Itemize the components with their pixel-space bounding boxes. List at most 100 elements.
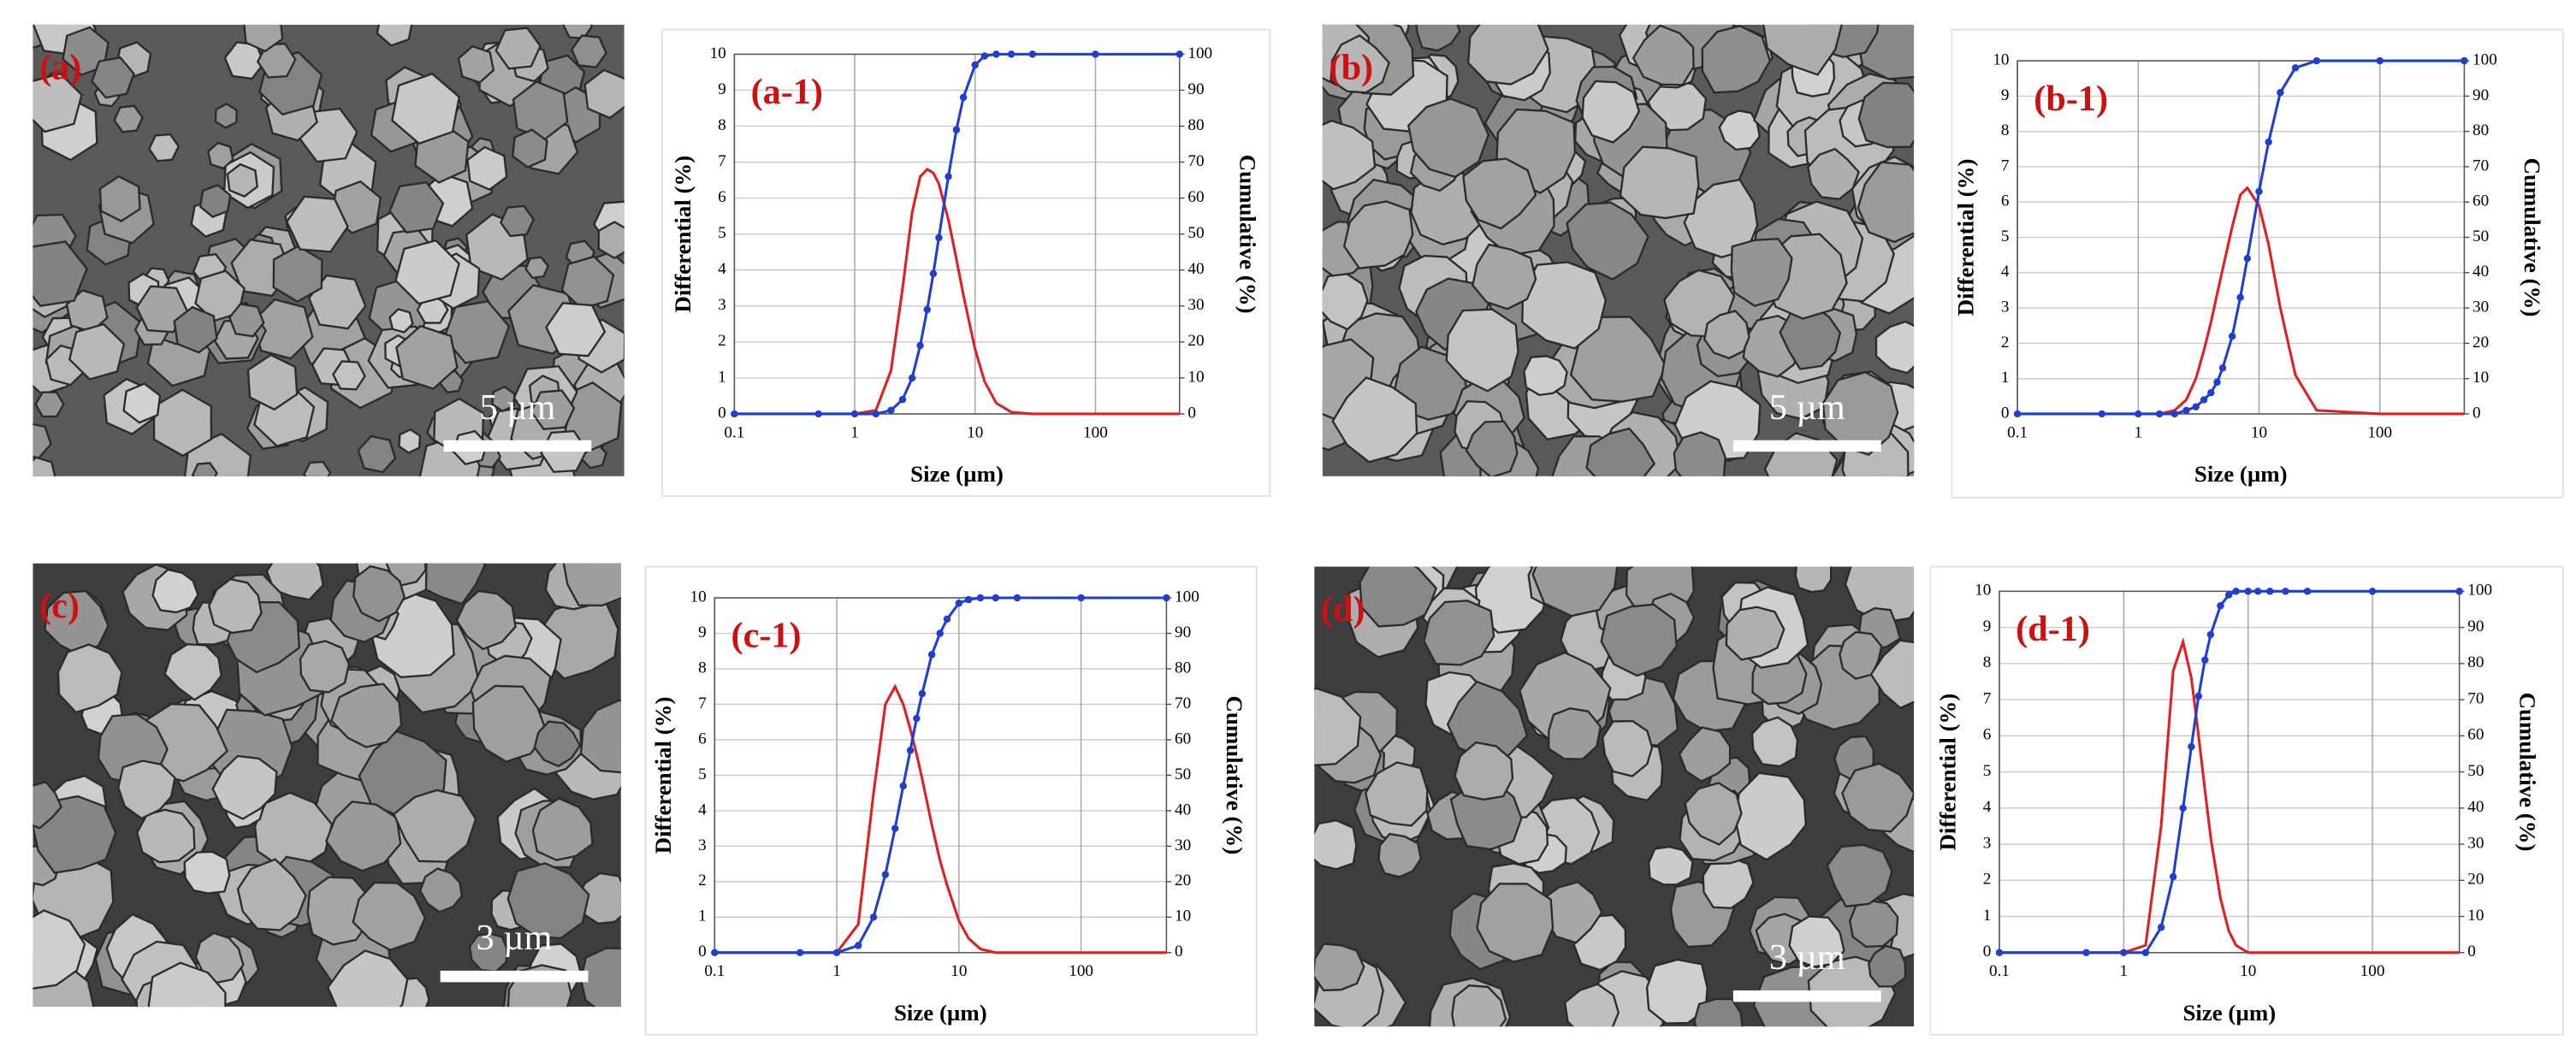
data-point (2461, 56, 2468, 65)
particle (1472, 243, 1537, 310)
data-point (2213, 378, 2221, 387)
data-point (1175, 50, 1183, 58)
particle (376, 24, 413, 47)
data-point (2266, 588, 2274, 595)
particle (388, 180, 445, 233)
particle (455, 589, 517, 651)
y2-tick-label: 30 (2467, 834, 2484, 852)
particle (243, 24, 284, 53)
micrograph (33, 24, 625, 476)
data-point (913, 714, 921, 723)
y-tick-label: 10 (710, 44, 726, 62)
y-tick-label: 10 (1993, 50, 2009, 68)
y-tick-label: 8 (1983, 653, 1992, 671)
particle (98, 174, 141, 222)
particle (391, 72, 460, 145)
x-tick-label: 10 (2251, 423, 2267, 441)
micrograph (1322, 24, 1915, 476)
y-tick-label: 1 (2001, 369, 2010, 387)
scale-bar (1732, 990, 1881, 1002)
y2-tick-label: 70 (1187, 152, 1204, 170)
data-point (2206, 630, 2215, 639)
y2-tick-label: 0 (1187, 404, 1196, 422)
particle (466, 145, 508, 191)
particle (530, 389, 576, 431)
particle (417, 563, 487, 606)
particle (147, 961, 227, 1008)
y2-tick-label: 40 (2472, 263, 2489, 281)
annotation: (b-1) (2034, 79, 2108, 119)
y2-tick-label: 20 (2467, 871, 2484, 889)
data-point (2169, 872, 2177, 881)
y2-tick-label: 40 (2467, 798, 2484, 816)
particle (1762, 24, 1843, 76)
particle (152, 388, 213, 458)
particle (1415, 24, 1461, 52)
y-tick-label: 4 (2001, 263, 2010, 281)
particle (1684, 782, 1743, 846)
particle (33, 909, 86, 990)
data-point (814, 410, 822, 418)
x-tick-label: 10 (967, 423, 983, 441)
particle (1377, 832, 1423, 878)
scale-bar (440, 970, 589, 983)
data-point (2120, 949, 2128, 957)
scale-bar (443, 440, 592, 452)
data-point (992, 594, 1000, 602)
particle (392, 789, 477, 863)
particle (1454, 741, 1514, 801)
data-point (2207, 388, 2215, 397)
particle (1445, 308, 1519, 393)
y2-tick-label: 10 (2467, 907, 2484, 925)
y2-tick-label: 80 (2472, 121, 2489, 139)
particle (1869, 639, 1915, 710)
y-tick-label: 8 (698, 659, 707, 677)
data-point (2228, 332, 2236, 340)
particle (524, 256, 549, 280)
particle (148, 133, 181, 163)
particle (1331, 376, 1418, 464)
y2-tick-label: 50 (2472, 228, 2489, 245)
data-point (971, 61, 979, 69)
y2-tick-label: 20 (1187, 332, 1204, 350)
data-point (1007, 50, 1016, 58)
data-point (1077, 594, 1085, 602)
data-point (2255, 187, 2263, 196)
x-tick-label: 1 (850, 423, 859, 441)
particle (1693, 997, 1744, 1027)
particle (1619, 145, 1700, 220)
y-tick-label: 6 (2001, 192, 2010, 210)
particle (214, 103, 238, 129)
particle (499, 204, 536, 238)
data-point (2201, 656, 2209, 664)
data-point (964, 595, 973, 604)
particle (352, 564, 406, 623)
y-axis-label: Differential (%) (1935, 694, 1961, 851)
particle (545, 302, 607, 358)
particle (1600, 603, 1678, 677)
y2-tick-label: 10 (1175, 907, 1191, 925)
data-point (1995, 949, 2004, 957)
annotation: (a-1) (751, 72, 823, 112)
y2-tick-label: 90 (1175, 624, 1191, 641)
annotation: (c-1) (731, 616, 802, 656)
particle (1683, 178, 1759, 258)
panel-label: (d) (1321, 589, 1365, 629)
y-axis-label: Differential (%) (650, 696, 676, 854)
y-tick-label: 6 (718, 188, 726, 206)
data-point (850, 410, 859, 418)
data-point (2192, 403, 2200, 411)
data-point (731, 410, 738, 418)
particle (1540, 880, 1603, 944)
particle (326, 949, 409, 1008)
data-point (832, 949, 841, 957)
y-tick-label: 2 (698, 872, 707, 889)
panel-label: (c) (39, 586, 80, 626)
y-tick-label: 1 (1983, 907, 1992, 925)
series-line (714, 683, 1167, 954)
particle (561, 24, 594, 39)
y2-tick-label: 50 (1187, 224, 1204, 242)
data-point (952, 126, 961, 133)
x-tick-label: 0.1 (1989, 962, 2010, 980)
y-tick-label: 5 (698, 765, 707, 783)
